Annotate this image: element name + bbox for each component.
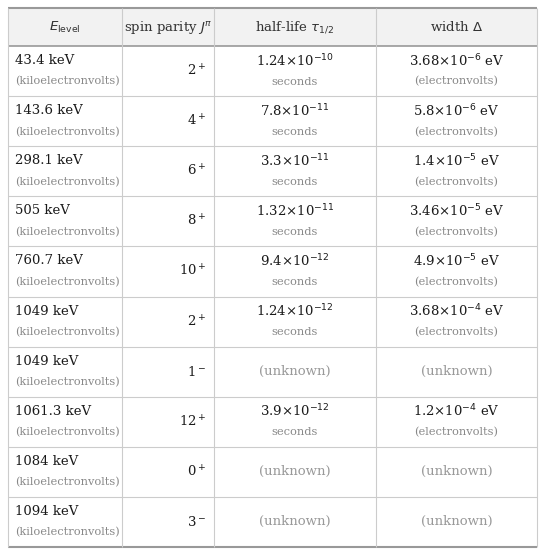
Text: (electronvolts): (electronvolts) xyxy=(414,127,498,137)
Text: 1.4×10$^{-5}$ eV: 1.4×10$^{-5}$ eV xyxy=(413,153,500,169)
Text: (kiloelectronvolts): (kiloelectronvolts) xyxy=(15,327,120,337)
Text: 505 keV: 505 keV xyxy=(15,204,70,218)
Text: 4$^+$: 4$^+$ xyxy=(187,114,207,129)
Text: (kiloelectronvolts): (kiloelectronvolts) xyxy=(15,77,120,87)
Text: seconds: seconds xyxy=(272,127,318,137)
Text: seconds: seconds xyxy=(272,327,318,337)
Text: 2$^+$: 2$^+$ xyxy=(187,63,207,79)
Text: 4.9×10$^{-5}$ eV: 4.9×10$^{-5}$ eV xyxy=(413,253,500,269)
Text: (electronvolts): (electronvolts) xyxy=(414,327,498,337)
Text: 3.68×10$^{-4}$ eV: 3.68×10$^{-4}$ eV xyxy=(409,302,504,319)
Text: $E_{\mathrm{level}}$: $E_{\mathrm{level}}$ xyxy=(49,19,81,34)
Text: 3.46×10$^{-5}$ eV: 3.46×10$^{-5}$ eV xyxy=(409,203,504,219)
Text: (kiloelectronvolts): (kiloelectronvolts) xyxy=(15,527,120,538)
Text: 9.4×10$^{-12}$: 9.4×10$^{-12}$ xyxy=(260,253,330,269)
Text: (kiloelectronvolts): (kiloelectronvolts) xyxy=(15,176,120,187)
Text: 1.24×10$^{-10}$: 1.24×10$^{-10}$ xyxy=(256,52,334,69)
Text: 1049 keV: 1049 keV xyxy=(15,355,78,367)
Text: 3$^-$: 3$^-$ xyxy=(187,515,207,529)
Text: 1049 keV: 1049 keV xyxy=(15,305,78,317)
Text: (unknown): (unknown) xyxy=(259,465,331,478)
Text: (kiloelectronvolts): (kiloelectronvolts) xyxy=(15,226,120,237)
Text: half-life $\tau_{1/2}$: half-life $\tau_{1/2}$ xyxy=(256,19,335,35)
Text: (unknown): (unknown) xyxy=(421,516,492,528)
Text: (electronvolts): (electronvolts) xyxy=(414,77,498,87)
Text: (kiloelectronvolts): (kiloelectronvolts) xyxy=(15,477,120,487)
Text: (kiloelectronvolts): (kiloelectronvolts) xyxy=(15,427,120,437)
Text: seconds: seconds xyxy=(272,227,318,237)
Text: 3.9×10$^{-12}$: 3.9×10$^{-12}$ xyxy=(260,403,330,420)
Text: 5.8×10$^{-6}$ eV: 5.8×10$^{-6}$ eV xyxy=(413,102,500,119)
Text: seconds: seconds xyxy=(272,277,318,287)
Text: (kiloelectronvolts): (kiloelectronvolts) xyxy=(15,127,120,137)
Text: 3.3×10$^{-11}$: 3.3×10$^{-11}$ xyxy=(260,153,330,169)
Text: 0$^+$: 0$^+$ xyxy=(187,464,207,480)
Text: (kiloelectronvolts): (kiloelectronvolts) xyxy=(15,377,120,387)
Text: width $\Delta$: width $\Delta$ xyxy=(430,20,483,34)
Bar xyxy=(8,8,537,46)
Text: 760.7 keV: 760.7 keV xyxy=(15,254,83,268)
Text: 1.32×10$^{-11}$: 1.32×10$^{-11}$ xyxy=(256,203,334,219)
Text: (electronvolts): (electronvolts) xyxy=(414,176,498,187)
Text: 43.4 keV: 43.4 keV xyxy=(15,54,74,67)
Text: 298.1 keV: 298.1 keV xyxy=(15,154,83,167)
Text: seconds: seconds xyxy=(272,77,318,87)
Text: 143.6 keV: 143.6 keV xyxy=(15,104,83,117)
Text: 10$^+$: 10$^+$ xyxy=(179,264,207,279)
Text: 1.2×10$^{-4}$ eV: 1.2×10$^{-4}$ eV xyxy=(413,403,500,420)
Text: 1$^-$: 1$^-$ xyxy=(187,365,207,379)
Text: (unknown): (unknown) xyxy=(259,365,331,378)
Text: (electronvolts): (electronvolts) xyxy=(414,427,498,437)
Text: 1061.3 keV: 1061.3 keV xyxy=(15,405,91,418)
Text: 6$^+$: 6$^+$ xyxy=(187,164,207,179)
Text: seconds: seconds xyxy=(272,177,318,187)
Text: (unknown): (unknown) xyxy=(421,465,492,478)
Text: 12$^+$: 12$^+$ xyxy=(179,414,207,430)
Text: 2$^+$: 2$^+$ xyxy=(187,314,207,329)
Text: 1094 keV: 1094 keV xyxy=(15,505,78,518)
Text: 8$^+$: 8$^+$ xyxy=(187,214,207,229)
Text: 7.8×10$^{-11}$: 7.8×10$^{-11}$ xyxy=(261,102,330,119)
Text: 1084 keV: 1084 keV xyxy=(15,455,78,468)
Text: (kiloelectronvolts): (kiloelectronvolts) xyxy=(15,277,120,287)
Text: (unknown): (unknown) xyxy=(259,516,331,528)
Text: spin parity $J^{\pi}$: spin parity $J^{\pi}$ xyxy=(124,18,213,36)
Text: 1.24×10$^{-12}$: 1.24×10$^{-12}$ xyxy=(256,302,334,319)
Text: seconds: seconds xyxy=(272,427,318,437)
Text: (unknown): (unknown) xyxy=(421,365,492,378)
Text: (electronvolts): (electronvolts) xyxy=(414,226,498,237)
Text: 3.68×10$^{-6}$ eV: 3.68×10$^{-6}$ eV xyxy=(409,52,504,69)
Text: (electronvolts): (electronvolts) xyxy=(414,277,498,287)
